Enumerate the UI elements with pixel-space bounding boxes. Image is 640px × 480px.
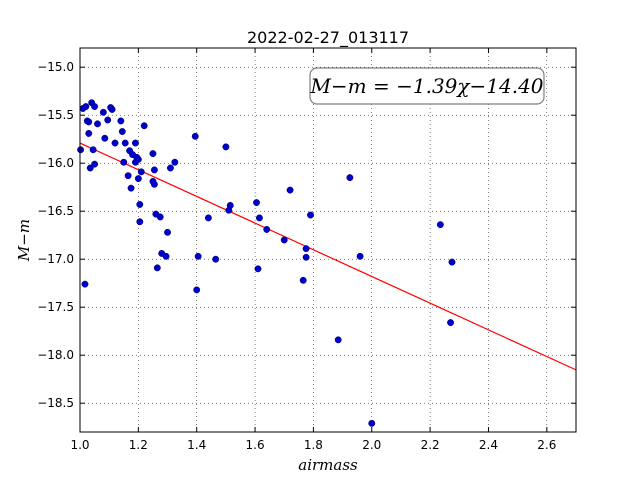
data-point: [194, 252, 202, 260]
data-point: [162, 252, 170, 260]
data-point: [368, 419, 376, 427]
chart-title: 2022-02-27_013117: [247, 28, 409, 48]
y-tick-label: −15.5: [37, 108, 74, 122]
x-tick-label: 1.6: [246, 438, 265, 452]
data-point: [134, 175, 142, 183]
data-point: [302, 253, 310, 261]
data-point: [131, 139, 139, 147]
x-tick-label: 1.2: [129, 438, 148, 452]
data-point: [140, 122, 148, 130]
data-point: [118, 128, 126, 135]
x-tick-label: 2.6: [537, 438, 556, 452]
data-point: [164, 228, 171, 236]
data-point: [153, 264, 161, 272]
plot-area: [80, 48, 576, 432]
data-point: [108, 105, 116, 113]
data-point: [85, 118, 93, 126]
data-point: [302, 245, 310, 253]
y-tick-label: −17.5: [37, 300, 74, 314]
x-tick-label: 2.4: [479, 438, 498, 452]
y-tick-label: −16.5: [37, 204, 74, 218]
axis-ticks: 1.0 1.2 1.4 1.6 1.8 2.0 2.2 2.4 2.6 −15.0 −15.5 −16…: [37, 48, 576, 452]
data-point: [136, 201, 144, 208]
data-point: [149, 150, 157, 158]
data-point: [356, 252, 364, 260]
data-point: [334, 336, 342, 344]
fit-line-layer: [79, 142, 577, 371]
data-point: [101, 134, 109, 142]
x-tick-label: 1.8: [304, 438, 323, 452]
y-axis-label: M−m: [15, 219, 33, 262]
fit-equation: M−m = −1.39χ−14.40: [309, 74, 543, 98]
data-point: [263, 225, 271, 233]
x-tick-label: 1.4: [187, 438, 206, 452]
data-point: [117, 117, 125, 125]
data-point: [127, 184, 135, 192]
data-point: [111, 139, 119, 147]
y-tick-label: −17.0: [37, 252, 74, 266]
data-point: [89, 146, 97, 154]
plot-frame: [79, 47, 577, 433]
data-point: [255, 214, 263, 222]
fit-line: [79, 142, 577, 371]
x-tick-label: 1.0: [70, 438, 89, 452]
data-point: [94, 120, 101, 128]
data-point: [193, 286, 201, 294]
data-point: [448, 258, 456, 266]
data-point: [134, 155, 142, 163]
data-point: [81, 280, 89, 288]
data-point: [299, 276, 307, 284]
data-point: [222, 143, 230, 151]
x-tick-label: 2.2: [421, 438, 440, 452]
data-point: [166, 164, 174, 172]
data-point: [77, 146, 85, 154]
y-tick-label: −18.5: [37, 396, 74, 410]
grid-lines: [79, 48, 576, 432]
y-tick-label: −15.0: [37, 60, 74, 74]
data-point: [85, 129, 93, 137]
data-point: [150, 180, 158, 188]
data-point: [104, 116, 112, 124]
data-point: [121, 139, 129, 147]
data-point: [156, 213, 164, 221]
data-points: [77, 99, 456, 427]
annotation-frame: [309, 67, 545, 105]
data-point: [91, 103, 99, 111]
y-tick-label: −18.0: [37, 348, 74, 362]
data-point: [150, 166, 158, 174]
x-axis-label: airmass: [298, 456, 358, 474]
data-point: [120, 158, 128, 166]
data-point: [254, 265, 262, 273]
data-point: [191, 132, 199, 140]
data-point: [91, 160, 99, 168]
y-tick-label: −16.0: [37, 156, 74, 170]
data-point: [307, 211, 314, 219]
data-point: [124, 172, 132, 180]
data-point: [226, 201, 234, 209]
data-point: [204, 214, 212, 222]
annotation-box: M−m = −1.39χ−14.40: [309, 67, 545, 105]
data-point: [212, 255, 220, 263]
data-point: [86, 164, 94, 172]
data-point: [82, 103, 90, 111]
data-point: [346, 174, 354, 182]
data-point: [286, 186, 294, 194]
data-point: [253, 199, 260, 207]
x-tick-label: 2.0: [362, 438, 381, 452]
data-point: [280, 236, 288, 244]
data-point: [436, 221, 444, 229]
data-point: [136, 218, 144, 226]
data-point: [137, 168, 145, 176]
data-point: [171, 158, 179, 166]
data-point: [447, 319, 454, 327]
data-point: [99, 108, 107, 116]
